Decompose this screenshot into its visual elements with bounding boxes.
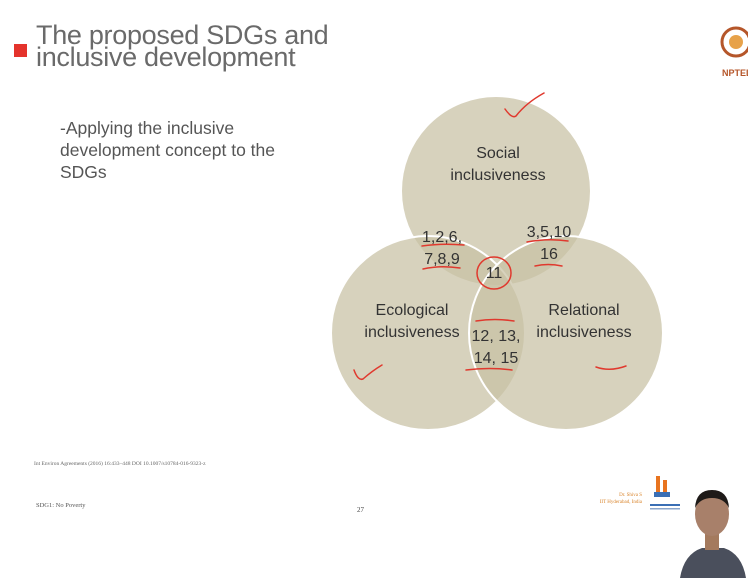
venn-diagram: Social inclusiveness Ecological inclusiv…: [330, 92, 664, 431]
region-social-relational-line2: 16: [540, 246, 558, 263]
title-line-2: inclusive development: [36, 42, 296, 72]
region-social-relational-line1: 3,5,10: [527, 224, 572, 241]
annotation-check-top: [504, 92, 545, 118]
region-all-three: 11: [486, 265, 503, 282]
page-number: 27: [357, 506, 364, 514]
author-credit: Dr. Shiva S IIT Hyderabad, India: [590, 492, 642, 506]
label-social-line1: Social: [476, 145, 520, 162]
annotation-underline-4: [534, 263, 563, 267]
label-relational-line1: Relational: [548, 302, 619, 319]
venn-circles: [330, 95, 664, 431]
annotation-swoosh-right: [595, 365, 627, 370]
annotation-underline-5: [475, 318, 515, 322]
slide-title: The proposed SDGs and inclusive developm…: [36, 20, 329, 72]
presenter-head: [695, 492, 729, 536]
logo-caption: NPTEL: [722, 68, 748, 78]
presenter-video: [680, 490, 746, 578]
reference-citation: Int Environ Agreements (2016) 16:433–448…: [34, 461, 206, 467]
annotation-check-left: [353, 364, 383, 381]
iit-logo: [650, 476, 680, 510]
author-affiliation: IIT Hyderabad, India: [599, 500, 642, 505]
annotation-underline-6: [465, 367, 513, 371]
presenter-hair: [695, 490, 729, 508]
author-name: Dr. Shiva S: [619, 493, 642, 498]
annotation-circle-11: [476, 256, 512, 290]
presenter-neck: [705, 534, 719, 550]
iit-logo-caption-bar-2: [650, 508, 680, 510]
title-line-1: The proposed SDGs and: [36, 20, 329, 50]
title-bullet: [14, 44, 27, 57]
label-relational-line2: inclusiveness: [536, 324, 631, 341]
label-social-line2: inclusiveness: [450, 167, 545, 184]
iit-logo-base: [654, 492, 670, 497]
label-ecological-line2: inclusiveness: [364, 324, 459, 341]
label-ecological-line1: Ecological: [376, 302, 449, 319]
annotation-underline-2: [422, 265, 461, 270]
annotation-underline-1: [421, 243, 465, 247]
iit-logo-pillar-left: [656, 476, 660, 492]
logo-core: [729, 35, 743, 49]
iit-logo-caption-bar: [650, 504, 680, 506]
region-ecological-relational-line2: 14, 15: [474, 350, 519, 367]
footer-note: SDG1: No Poverty: [36, 502, 86, 509]
region-social-ecological-line2: 7,8,9: [424, 251, 460, 268]
region-ecological-relational-line1: 12, 13,: [472, 328, 521, 345]
bullet-point: -Applying the inclusive development conc…: [60, 118, 276, 182]
logo-ring: [720, 26, 748, 58]
circle-relational: [468, 235, 664, 431]
region-social-ecological-line1: 1,2,6,: [422, 229, 462, 246]
annotation-underline-3: [526, 238, 569, 243]
presenter-shirt: [680, 548, 746, 578]
nptel-logo: NPTEL: [720, 26, 748, 78]
iit-logo-pillar-right: [663, 480, 667, 492]
